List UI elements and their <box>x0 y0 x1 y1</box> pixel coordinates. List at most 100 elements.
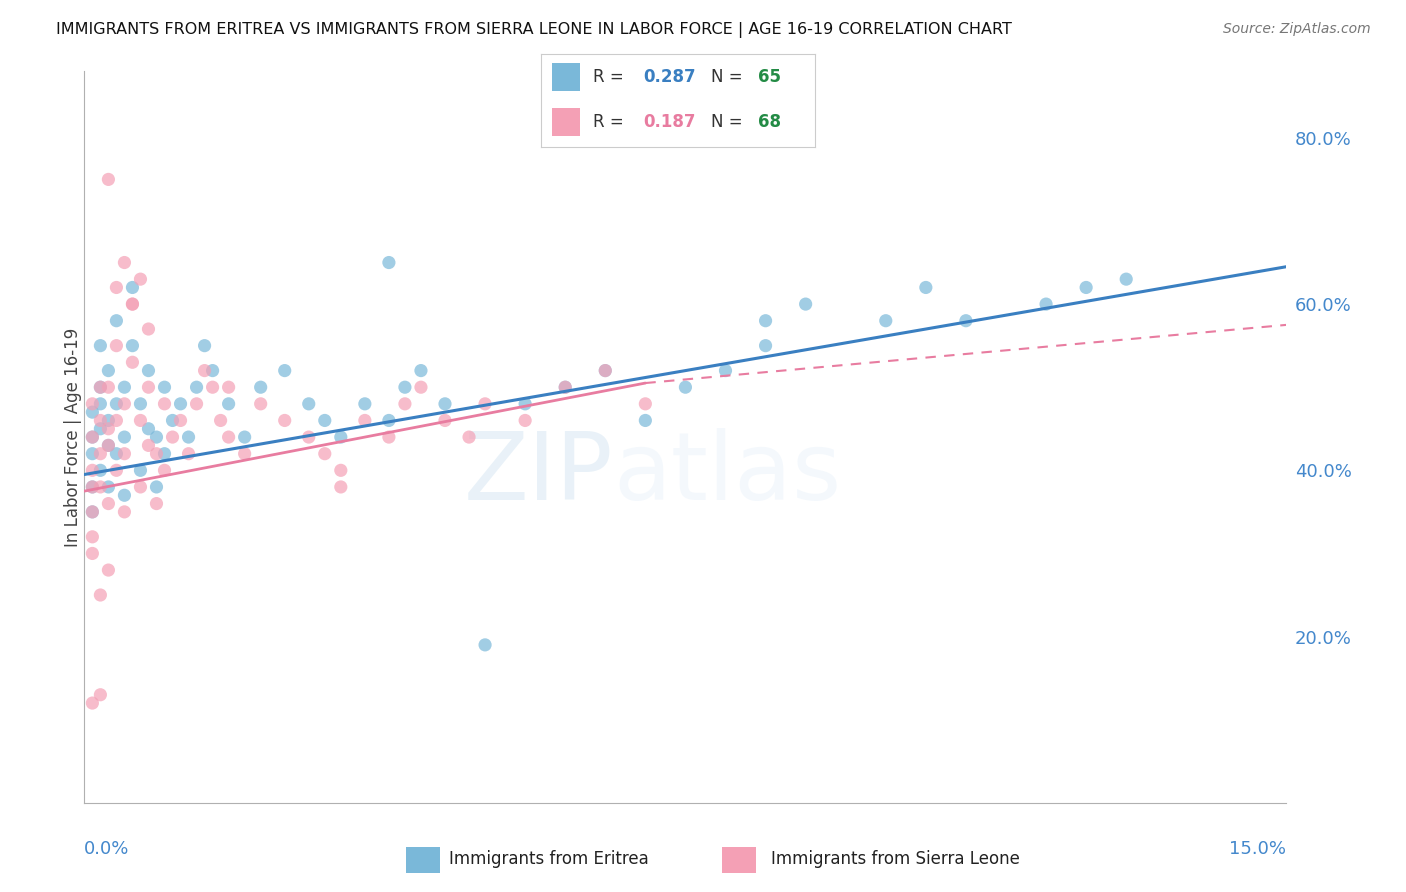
Point <box>249 380 271 394</box>
Point <box>153 397 176 411</box>
Point <box>105 463 128 477</box>
Point <box>394 380 416 394</box>
Point <box>121 297 143 311</box>
Point <box>177 447 200 461</box>
Point <box>89 338 111 352</box>
Point <box>233 447 256 461</box>
Point <box>89 413 111 427</box>
Point <box>394 397 416 411</box>
Text: N =: N = <box>711 68 748 86</box>
Point <box>162 430 184 444</box>
Point <box>89 480 111 494</box>
Point <box>329 463 352 477</box>
Point <box>675 380 697 394</box>
Point <box>82 480 104 494</box>
Point <box>298 397 321 411</box>
Point <box>554 380 576 394</box>
Point <box>121 297 143 311</box>
Point <box>714 363 737 377</box>
Point <box>378 413 401 427</box>
Point <box>915 280 938 294</box>
Text: N =: N = <box>711 113 748 131</box>
Point <box>121 280 143 294</box>
Point <box>114 397 135 411</box>
Point <box>114 447 135 461</box>
Point <box>169 397 191 411</box>
Point <box>105 280 128 294</box>
FancyBboxPatch shape <box>553 108 579 136</box>
Point <box>1076 280 1098 294</box>
Point <box>145 480 167 494</box>
Point <box>314 413 336 427</box>
Point <box>955 314 977 328</box>
Point <box>145 447 167 461</box>
Point <box>97 172 120 186</box>
Point <box>82 405 104 419</box>
Point <box>794 297 817 311</box>
FancyBboxPatch shape <box>406 847 440 872</box>
Point <box>82 397 104 411</box>
Point <box>105 413 128 427</box>
Point <box>329 430 352 444</box>
Point <box>114 380 135 394</box>
Point <box>89 688 111 702</box>
Point <box>354 397 377 411</box>
Point <box>82 530 104 544</box>
Point <box>474 638 496 652</box>
Point <box>129 397 152 411</box>
Point <box>121 355 143 369</box>
Text: R =: R = <box>593 113 630 131</box>
Point <box>97 380 120 394</box>
Point <box>1115 272 1137 286</box>
Point <box>755 338 778 352</box>
Point <box>434 397 457 411</box>
Point <box>105 314 128 328</box>
Point <box>634 413 657 427</box>
Point <box>458 430 481 444</box>
Point <box>434 413 457 427</box>
Point <box>138 380 160 394</box>
Point <box>129 480 152 494</box>
Point <box>82 696 104 710</box>
Text: 0.0%: 0.0% <box>84 840 129 858</box>
Point <box>82 546 104 560</box>
Point <box>105 397 128 411</box>
Point <box>97 497 120 511</box>
Point <box>97 413 120 427</box>
Point <box>114 430 135 444</box>
Point <box>378 255 401 269</box>
Text: IMMIGRANTS FROM ERITREA VS IMMIGRANTS FROM SIERRA LEONE IN LABOR FORCE | AGE 16-: IMMIGRANTS FROM ERITREA VS IMMIGRANTS FR… <box>56 22 1012 38</box>
Point <box>89 463 111 477</box>
Point <box>82 463 104 477</box>
Point <box>89 380 111 394</box>
Point <box>209 413 232 427</box>
Point <box>129 272 152 286</box>
Point <box>177 430 200 444</box>
Point <box>138 438 160 452</box>
Point <box>274 363 297 377</box>
Point <box>329 480 352 494</box>
FancyBboxPatch shape <box>721 847 755 872</box>
Text: R =: R = <box>593 68 630 86</box>
Point <box>97 438 120 452</box>
FancyBboxPatch shape <box>553 63 579 91</box>
Point <box>875 314 897 328</box>
Point <box>233 430 256 444</box>
Point <box>105 338 128 352</box>
Point <box>515 413 537 427</box>
Y-axis label: In Labor Force | Age 16-19: In Labor Force | Age 16-19 <box>65 327 82 547</box>
Point <box>201 363 224 377</box>
Point <box>82 505 104 519</box>
Point <box>298 430 321 444</box>
Point <box>82 447 104 461</box>
Point <box>595 363 617 377</box>
Text: 0.287: 0.287 <box>643 68 696 86</box>
Point <box>314 447 336 461</box>
Point <box>145 430 167 444</box>
Point <box>354 413 377 427</box>
Point <box>153 447 176 461</box>
Point <box>218 397 240 411</box>
Point <box>105 447 128 461</box>
Point <box>474 397 496 411</box>
Point <box>194 338 217 352</box>
